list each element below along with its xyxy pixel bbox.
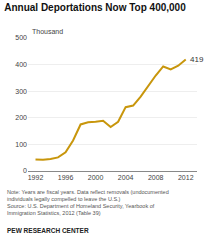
svg-text:2004: 2004 xyxy=(118,174,134,181)
svg-text:300: 300 xyxy=(15,88,27,95)
svg-text:2000: 2000 xyxy=(88,174,104,181)
svg-text:2008: 2008 xyxy=(148,174,164,181)
svg-text:0: 0 xyxy=(23,167,27,174)
svg-text:400: 400 xyxy=(15,61,27,68)
svg-text:500: 500 xyxy=(15,34,27,41)
svg-text:419: 419 xyxy=(190,55,204,64)
svg-text:Note: Years are fiscal years.: Note: Years are fiscal years. Data refle… xyxy=(7,189,169,216)
svg-text:200: 200 xyxy=(15,114,27,121)
svg-text:Annual Deportations Now Top 40: Annual Deportations Now Top 400,000 xyxy=(4,2,186,13)
svg-text:PEW RESEARCH CENTER: PEW RESEARCH CENTER xyxy=(7,227,89,234)
svg-text:100: 100 xyxy=(15,141,27,148)
svg-text:Thousand: Thousand xyxy=(32,28,63,35)
svg-text:1996: 1996 xyxy=(58,174,74,181)
svg-text:2012: 2012 xyxy=(178,174,194,181)
svg-text:1992: 1992 xyxy=(28,174,44,181)
